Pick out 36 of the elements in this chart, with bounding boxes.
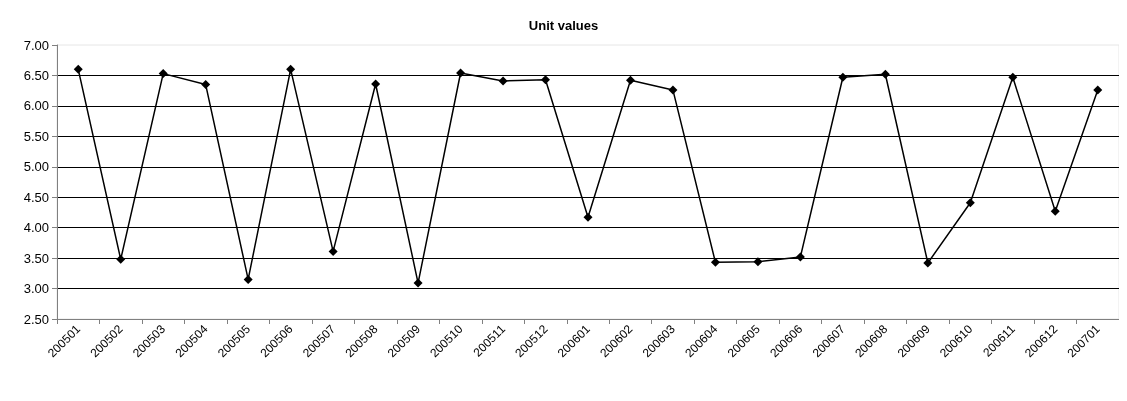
y-tick-label: 3.00 <box>23 281 49 297</box>
y-tick-label: 4.50 <box>23 189 49 205</box>
point <box>541 75 551 85</box>
point <box>73 64 83 74</box>
point <box>116 254 126 264</box>
point <box>158 69 168 79</box>
y-tick-label: 5.00 <box>23 159 49 175</box>
y-tick-label: 6.50 <box>23 67 49 83</box>
point <box>880 69 890 79</box>
point <box>1050 206 1060 216</box>
y-tick-label: 7.00 <box>23 37 49 53</box>
point <box>625 75 635 85</box>
y-tick-label: 2.50 <box>23 311 49 327</box>
point <box>286 64 296 74</box>
point <box>923 258 933 268</box>
point <box>243 274 253 284</box>
point <box>668 85 678 95</box>
point <box>795 252 805 262</box>
point <box>456 68 466 78</box>
y-tick-label: 5.50 <box>23 128 49 144</box>
point <box>965 198 975 208</box>
point <box>413 278 423 288</box>
y-tick-label: 3.50 <box>23 250 49 266</box>
point <box>201 80 211 90</box>
point <box>1093 85 1103 95</box>
point <box>583 212 593 222</box>
point <box>371 79 381 89</box>
point <box>710 257 720 267</box>
point <box>1008 72 1018 82</box>
point <box>498 76 508 86</box>
y-tick-label: 6.00 <box>23 98 49 114</box>
chart-title: Unit values <box>528 18 599 33</box>
point <box>753 257 763 267</box>
y-tick-label: 4.00 <box>23 220 49 236</box>
point <box>838 72 848 82</box>
point <box>328 246 338 256</box>
